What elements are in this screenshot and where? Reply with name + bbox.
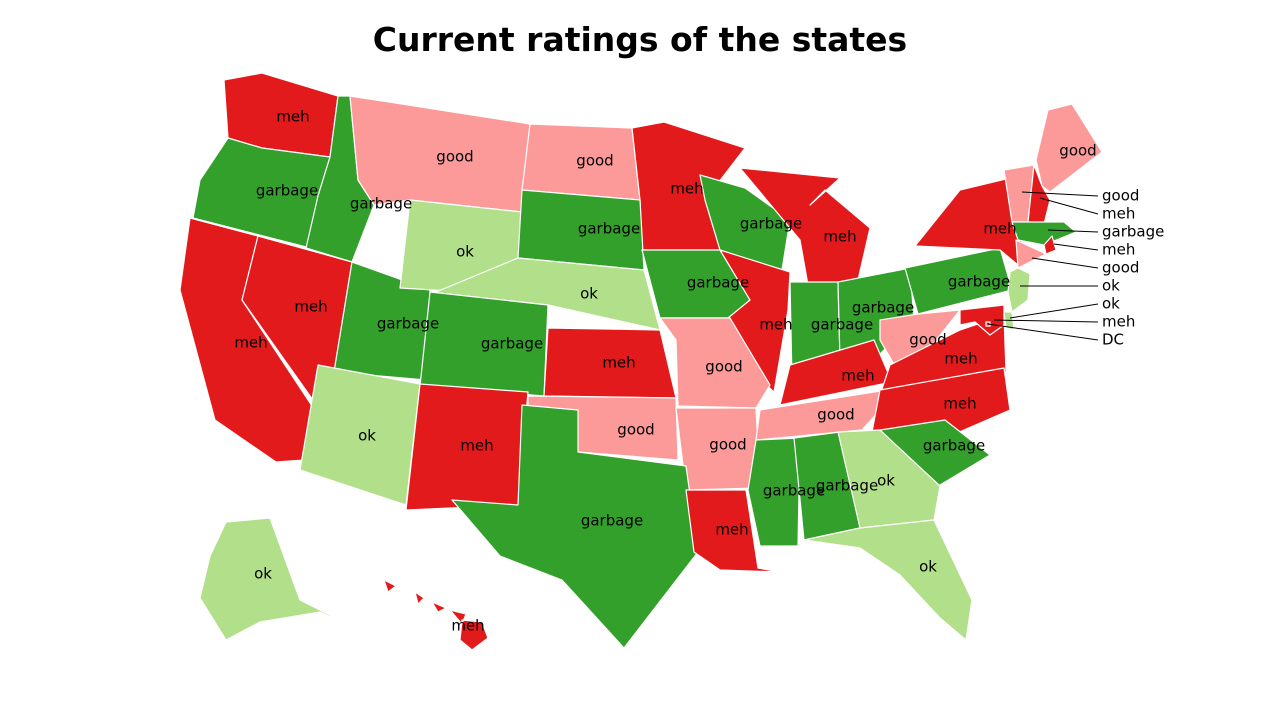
state-label-la: meh: [715, 521, 748, 539]
state-label-ak: ok: [254, 565, 272, 583]
state-mi: [739, 167, 871, 286]
state-label-ut: garbage: [377, 315, 439, 333]
state-label-nc: meh: [943, 395, 976, 413]
state-ma: [1011, 221, 1077, 246]
leader-line-ct: [1031, 257, 1099, 269]
state-label-tn: good: [817, 406, 854, 424]
state-tx: [451, 404, 699, 649]
state-ga: [837, 429, 941, 529]
state-label-tx: garbage: [581, 512, 643, 530]
state-label-sc: garbage: [923, 437, 985, 455]
leader-line-ma: [1047, 229, 1099, 233]
state-label-ok: good: [617, 421, 654, 439]
state-ri: [1043, 235, 1057, 255]
state-de: [1003, 311, 1015, 331]
state-label-mn: meh: [670, 180, 703, 198]
state-md: [959, 304, 1005, 336]
state-label-wy: ok: [456, 243, 474, 261]
state-label-wv: good: [909, 331, 946, 349]
state-la: [685, 489, 781, 573]
state-tn: [755, 387, 901, 441]
state-label-az: ok: [358, 427, 376, 445]
state-label-ia: garbage: [687, 274, 749, 292]
callout-label-nj: ok: [1102, 277, 1120, 295]
state-nh: [1027, 164, 1051, 225]
state-label-fl: ok: [919, 558, 937, 576]
callout-label-md: meh: [1102, 313, 1135, 331]
state-label-ne: ok: [580, 285, 598, 303]
state-label-id: garbage: [350, 195, 412, 213]
state-label-mo: good: [705, 358, 742, 376]
state-label-ar: good: [709, 436, 746, 454]
state-label-ny: meh: [983, 220, 1016, 238]
leader-line-dc: [987, 323, 1099, 341]
callout-label-ct: good: [1102, 259, 1139, 277]
state-label-ky: meh: [841, 367, 874, 385]
callout-label-nh: meh: [1102, 205, 1135, 223]
state-label-il: meh: [759, 316, 792, 334]
state-label-mt: good: [436, 148, 473, 166]
state-hi: [383, 579, 489, 651]
state-label-al: garbage: [816, 477, 878, 495]
state-label-in: garbage: [811, 316, 873, 334]
state-label-or: garbage: [256, 182, 318, 200]
callout-label-ma: garbage: [1102, 223, 1164, 241]
state-label-ca: meh: [234, 334, 267, 352]
state-label-ms: garbage: [763, 482, 825, 500]
state-label-nm: meh: [460, 437, 493, 455]
state-label-mi: meh: [823, 228, 856, 246]
callout-label-vt: good: [1102, 187, 1139, 205]
state-nc: [871, 367, 1011, 437]
callout-label-ri: meh: [1102, 241, 1135, 259]
state-fl: [803, 519, 973, 641]
state-label-nd: good: [576, 152, 613, 170]
state-label-co: garbage: [481, 335, 543, 353]
leader-line-md: [993, 319, 1099, 323]
state-ms: [747, 437, 801, 547]
state-label-wa: meh: [276, 108, 309, 126]
callout-label-de: ok: [1102, 295, 1120, 313]
state-label-sd: garbage: [578, 220, 640, 238]
state-label-me: good: [1059, 142, 1096, 160]
leader-line-ri: [1053, 243, 1099, 251]
leader-line-vt: [1021, 191, 1099, 197]
state-label-wi: garbage: [740, 215, 802, 233]
state-label-nv: meh: [294, 298, 327, 316]
state-ct: [1015, 239, 1047, 269]
leader-line-de: [1009, 303, 1099, 319]
state-label-ga: ok: [877, 472, 895, 490]
map-title: Current ratings of the states: [372, 20, 908, 59]
state-label-hi: meh: [451, 617, 484, 635]
callout-label-dc: DC: [1102, 331, 1124, 349]
state-label-ks: meh: [602, 354, 635, 372]
state-label-pa: garbage: [948, 273, 1010, 291]
leader-line-nh: [1039, 197, 1099, 215]
state-label-va: meh: [944, 350, 977, 368]
state-ak: [199, 517, 357, 641]
state-nj: [1007, 267, 1031, 313]
state-label-oh: garbage: [852, 299, 914, 317]
